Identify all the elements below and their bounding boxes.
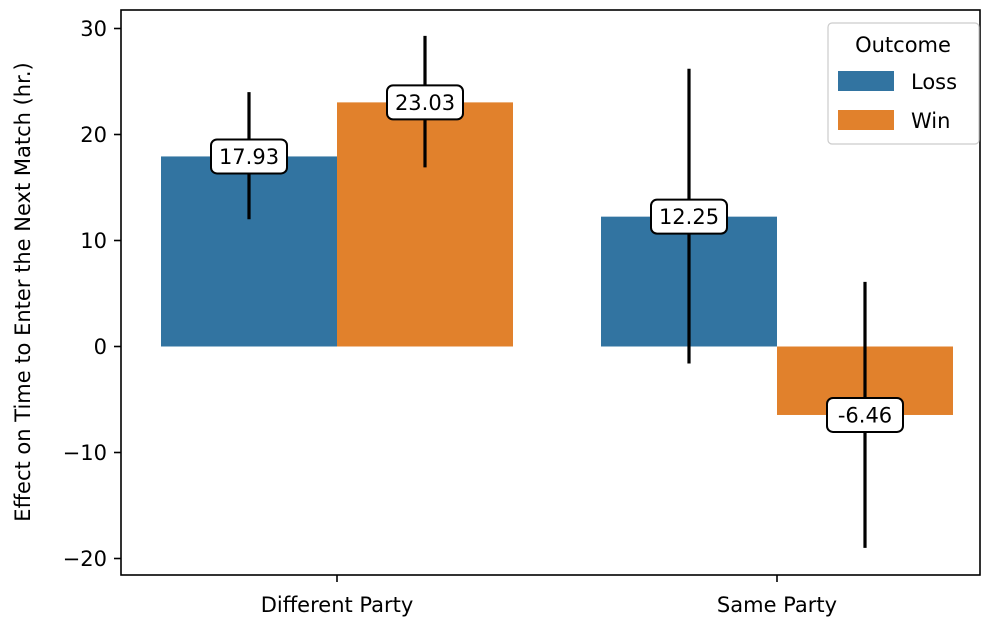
- value-label-loss-0: 17.93: [219, 145, 279, 169]
- legend-title: Outcome: [855, 33, 951, 57]
- value-label-box-win-0: [386, 84, 464, 121]
- y-axis-label: Effect on Time to Enter the Next Match (…: [11, 62, 35, 521]
- y-tick-label: 0: [94, 335, 107, 359]
- legend-swatch-loss: [838, 71, 894, 91]
- value-labels-layer: 17.93 12.25 23.03 -6.46: [210, 84, 904, 433]
- legend: Outcome Loss Win: [827, 22, 980, 145]
- legend-label-loss: Loss: [911, 70, 957, 94]
- legend-label-win: Win: [911, 109, 950, 133]
- y-tick-label: 10: [80, 229, 107, 253]
- value-label-win-0: 23.03: [395, 91, 455, 115]
- y-axis: 30 20 10 0 −10 −20: [63, 17, 121, 571]
- value-label-box-loss-0: [210, 138, 288, 175]
- x-tick-label: Same Party: [717, 593, 837, 617]
- value-label-box-win-1: [826, 396, 904, 433]
- x-axis: Different Party Same Party: [261, 575, 837, 617]
- plot-frame: [120, 9, 981, 576]
- value-label-win-1: -6.46: [838, 403, 892, 427]
- x-tick-label: Different Party: [261, 593, 414, 617]
- y-tick-label: −20: [63, 547, 107, 571]
- legend-swatch-win: [838, 110, 894, 130]
- y-tick-label: 20: [80, 123, 107, 147]
- value-label-loss-1: 12.25: [659, 205, 719, 229]
- value-label-box-loss-1: [650, 198, 728, 235]
- y-tick-label: 30: [80, 17, 107, 41]
- y-tick-label: −10: [63, 441, 107, 465]
